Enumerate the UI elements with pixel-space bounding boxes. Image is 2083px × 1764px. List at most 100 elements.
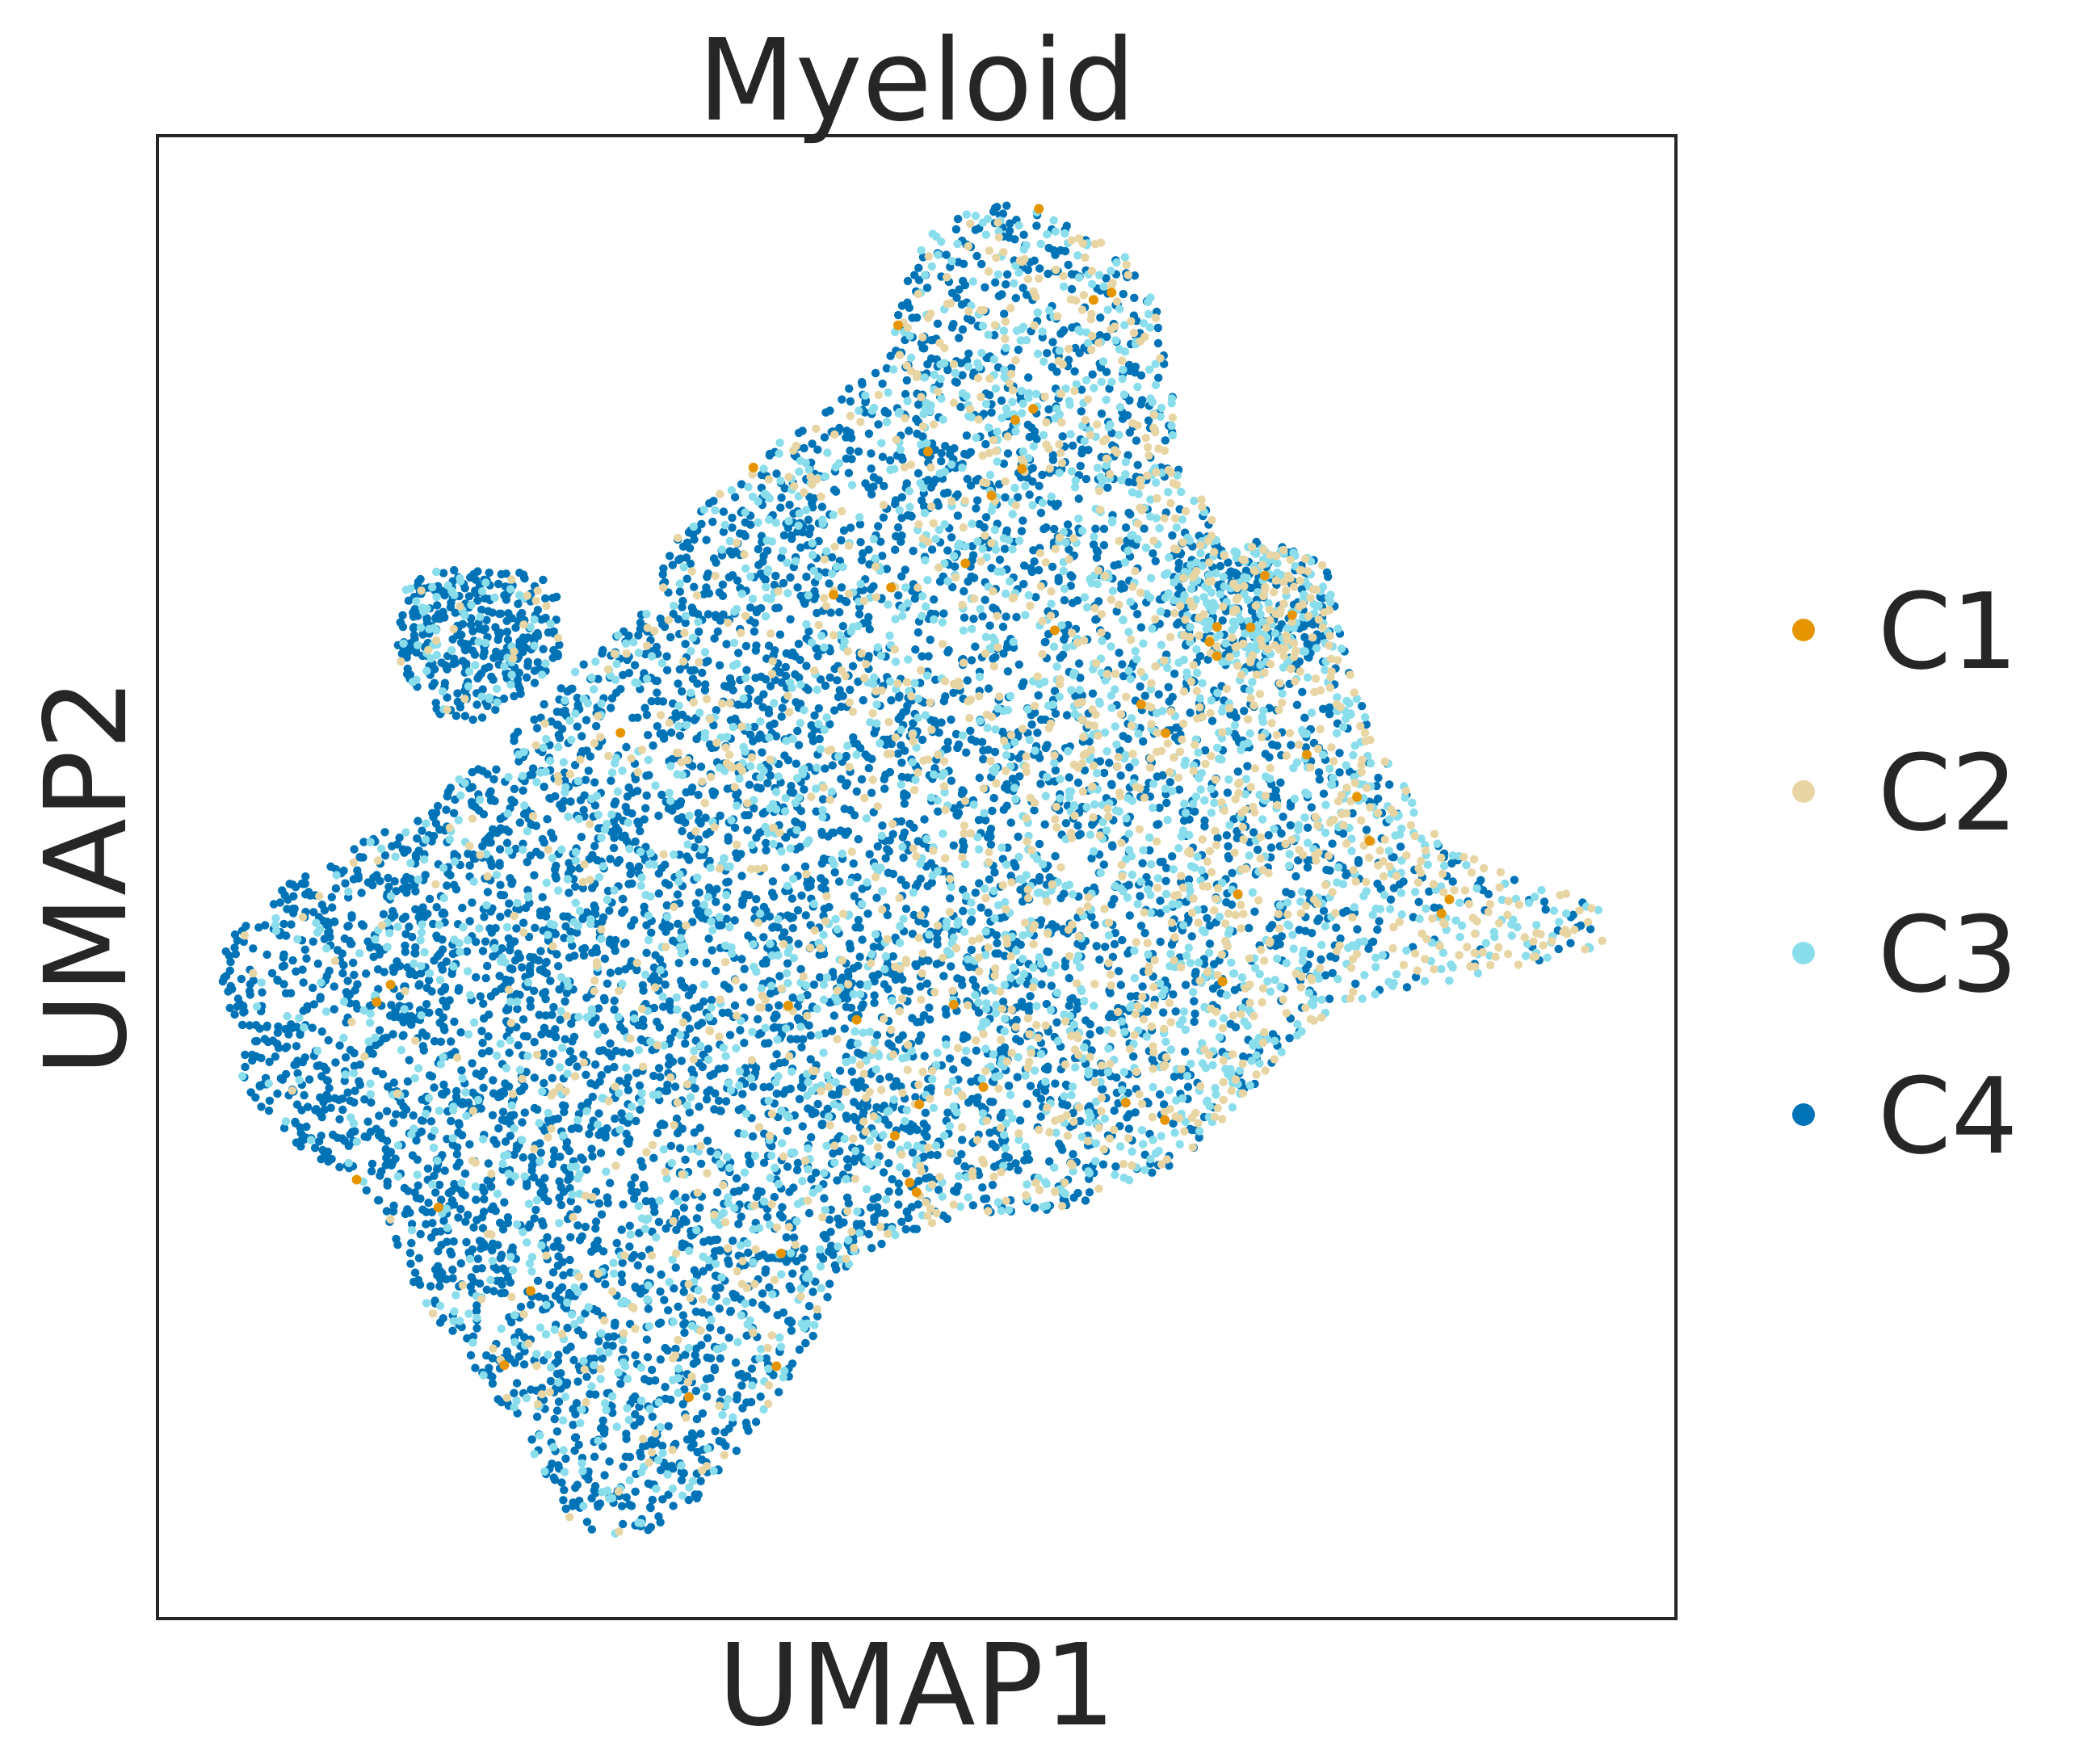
data-point: [922, 979, 932, 989]
data-point: [592, 947, 601, 957]
data-point: [452, 1149, 462, 1159]
data-point: [510, 784, 519, 793]
data-point: [849, 859, 859, 868]
data-point: [647, 1365, 657, 1375]
data-point: [344, 892, 353, 902]
data-point: [951, 729, 961, 739]
data-point: [649, 1153, 658, 1162]
data-point: [1126, 992, 1136, 1001]
data-point: [309, 1000, 318, 1009]
data-point: [856, 538, 865, 547]
data-point: [724, 1259, 733, 1269]
data-point: [395, 834, 404, 842]
data-point: [694, 1490, 703, 1499]
data-point: [374, 985, 383, 993]
data-point: [957, 1149, 966, 1159]
data-point: [794, 939, 803, 948]
data-point: [1013, 493, 1023, 502]
data-point: [550, 1476, 560, 1485]
data-point: [555, 1286, 564, 1295]
data-point: [501, 1266, 510, 1276]
data-points: [218, 201, 1606, 1538]
data-point: [642, 1335, 652, 1344]
data-point: [362, 1186, 371, 1195]
data-point: [779, 1089, 788, 1098]
data-point: [943, 744, 952, 754]
data-point: [350, 1061, 359, 1071]
data-point: [614, 967, 624, 976]
data-point: [544, 1197, 552, 1206]
data-point: [590, 1481, 600, 1491]
data-point: [621, 802, 630, 812]
data-point: [590, 901, 598, 910]
data-point: [680, 1328, 689, 1338]
data-point: [291, 1117, 300, 1127]
data-point: [412, 1136, 421, 1145]
data-point: [1385, 780, 1394, 789]
data-point: [1233, 767, 1243, 776]
data-point: [623, 1137, 632, 1147]
data-point: [776, 503, 785, 512]
data-point: [556, 1243, 565, 1253]
data-point: [535, 965, 544, 975]
data-point: [1027, 720, 1036, 729]
data-point: [814, 704, 823, 713]
data-point: [1276, 778, 1285, 788]
data-point: [911, 645, 920, 654]
data-point: [1097, 410, 1107, 418]
data-point: [787, 1317, 796, 1327]
data-point: [527, 1166, 536, 1175]
data-point: [472, 938, 481, 947]
data-point: [1118, 935, 1127, 945]
data-point: [815, 734, 824, 744]
data-point: [671, 1263, 680, 1272]
data-point: [640, 815, 649, 824]
data-point: [861, 479, 870, 488]
data-point: [901, 389, 910, 399]
data-point: [418, 903, 427, 912]
data-point: [858, 884, 867, 893]
data-point: [818, 1254, 828, 1263]
data-point: [691, 899, 700, 908]
data-point: [1097, 1085, 1107, 1094]
data-point: [647, 697, 656, 706]
data-point: [1080, 766, 1090, 775]
data-point: [432, 903, 441, 912]
data-point: [299, 978, 308, 987]
data-point: [488, 1245, 497, 1255]
data-point: [416, 1229, 425, 1239]
data-point: [985, 875, 994, 884]
data-point: [963, 474, 972, 484]
data-point: [660, 1120, 669, 1129]
data-point: [786, 615, 795, 624]
data-point: [698, 1308, 707, 1317]
data-point: [292, 883, 300, 892]
data-point: [1023, 1149, 1032, 1158]
data-point: [721, 1097, 731, 1106]
data-point: [1032, 1088, 1041, 1098]
data-point: [981, 283, 989, 292]
data-point: [737, 872, 746, 880]
data-point: [519, 809, 529, 819]
data-point: [654, 1217, 664, 1227]
data-point: [690, 842, 699, 852]
data-point: [469, 1223, 478, 1232]
data-point: [855, 520, 865, 529]
data-point: [793, 1158, 803, 1168]
data-point: [579, 805, 588, 815]
data-point: [837, 775, 846, 783]
data-point: [442, 1275, 451, 1284]
data-point: [734, 1106, 743, 1115]
data-point: [762, 1212, 772, 1222]
data-point: [635, 1228, 644, 1237]
data-point: [488, 1111, 498, 1120]
data-point: [425, 1071, 435, 1080]
data-point: [1061, 1080, 1071, 1090]
data-point: [495, 845, 505, 854]
data-point: [439, 996, 447, 1006]
data-point: [947, 776, 956, 785]
data-point: [675, 731, 685, 740]
data-point: [850, 892, 859, 901]
data-point: [438, 935, 447, 944]
data-point: [536, 947, 545, 956]
